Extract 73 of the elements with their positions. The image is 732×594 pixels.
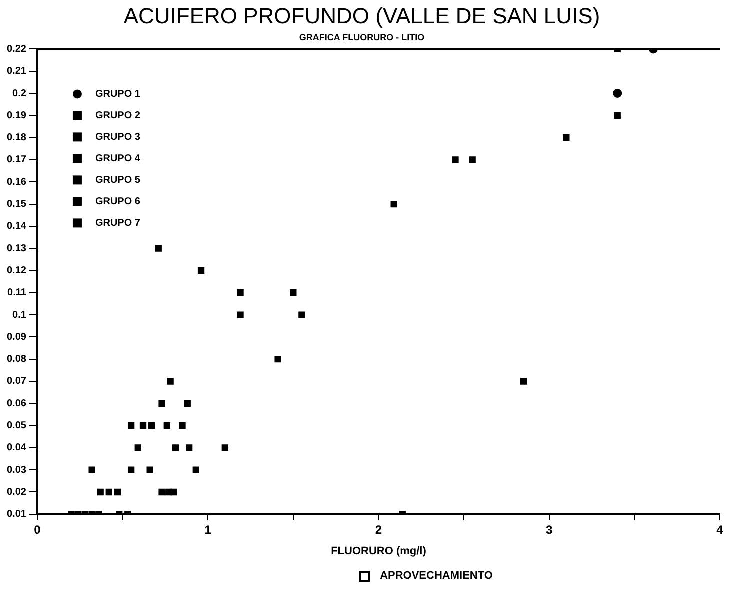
point — [155, 245, 162, 252]
y-tick-label: 0.13 — [6, 243, 27, 254]
point — [390, 200, 398, 208]
point — [88, 466, 96, 474]
point — [184, 400, 191, 407]
point — [520, 378, 528, 385]
point — [222, 444, 228, 452]
point — [613, 89, 622, 98]
point — [97, 488, 104, 496]
text: APROVECHAMIENTO — [380, 570, 493, 582]
legend-label: GRUPO 4 — [95, 153, 141, 164]
y-tick-label: 0.07 — [6, 376, 27, 388]
point — [134, 444, 142, 452]
x-axis-title: FLUORURO (mg/l) — [331, 545, 427, 558]
point — [290, 290, 297, 296]
y-tick-label: 0.17 — [6, 154, 27, 166]
point — [166, 488, 172, 496]
y-tick-label: 0.2 — [12, 88, 27, 100]
point — [172, 444, 180, 452]
point — [158, 400, 166, 407]
point — [140, 422, 147, 430]
legend-label: GRUPO 3 — [95, 132, 141, 143]
point — [106, 488, 112, 496]
point — [167, 378, 174, 385]
y-tick-label: 0.16 — [6, 176, 27, 188]
y-tick-label: 0.18 — [6, 132, 27, 144]
point — [452, 156, 459, 164]
y-tick-label: 0.19 — [6, 110, 27, 122]
y-tick-label: 0.03 — [6, 464, 27, 476]
y-tick-label: 0.05 — [6, 420, 27, 432]
y-tick-label: 0.15 — [6, 199, 27, 210]
point — [128, 422, 135, 430]
point — [128, 466, 135, 474]
chart-subtitle: GRAFICA FLUORURO - LITIO — [299, 32, 425, 42]
x-tick-label: 2 — [375, 522, 382, 537]
x-tick-label: 1 — [204, 522, 212, 537]
point — [237, 312, 244, 318]
point — [274, 356, 282, 363]
point — [563, 134, 570, 142]
y-tick-label: 0.22 — [6, 44, 27, 55]
y-tick-label: 0.11 — [8, 288, 27, 299]
point — [146, 466, 154, 474]
y-tick-label: 0.12 — [6, 265, 27, 276]
point — [148, 422, 156, 430]
y-tick-label: 0.21 — [6, 66, 27, 78]
y-tick-label: 0.09 — [6, 332, 27, 343]
x-tick-label: 0 — [34, 522, 42, 537]
point — [237, 290, 244, 296]
y-tick-label: 0.06 — [6, 398, 27, 410]
y-tick-label: 0.02 — [6, 487, 27, 498]
chart-title: ACUIFERO PROFUNDO (VALLE DE SAN LUIS) — [124, 3, 600, 28]
point — [298, 312, 306, 318]
x-tick-label: 4 — [716, 522, 724, 537]
legend-label: GRUPO 7 — [95, 218, 141, 229]
point — [158, 488, 166, 496]
legend-label: GRUPO 2 — [95, 110, 141, 122]
x-tick-label: 3 — [546, 522, 554, 537]
y-tick-label: 0.1 — [12, 310, 27, 321]
legend-label: GRUPO 1 — [95, 88, 141, 100]
y-tick-label: 0.01 — [6, 509, 27, 520]
point — [179, 422, 186, 430]
point — [614, 112, 621, 119]
point — [186, 444, 193, 452]
legend-label: GRUPO 6 — [95, 196, 141, 208]
point — [164, 422, 170, 430]
point — [469, 156, 476, 164]
y-tick-label: 0.08 — [6, 354, 27, 366]
point — [192, 466, 200, 474]
point — [114, 488, 121, 496]
y-tick-label: 0.14 — [6, 221, 27, 232]
point — [198, 267, 205, 274]
legend-label: GRUPO 5 — [95, 174, 141, 186]
y-tick-label: 0.04 — [6, 442, 27, 454]
